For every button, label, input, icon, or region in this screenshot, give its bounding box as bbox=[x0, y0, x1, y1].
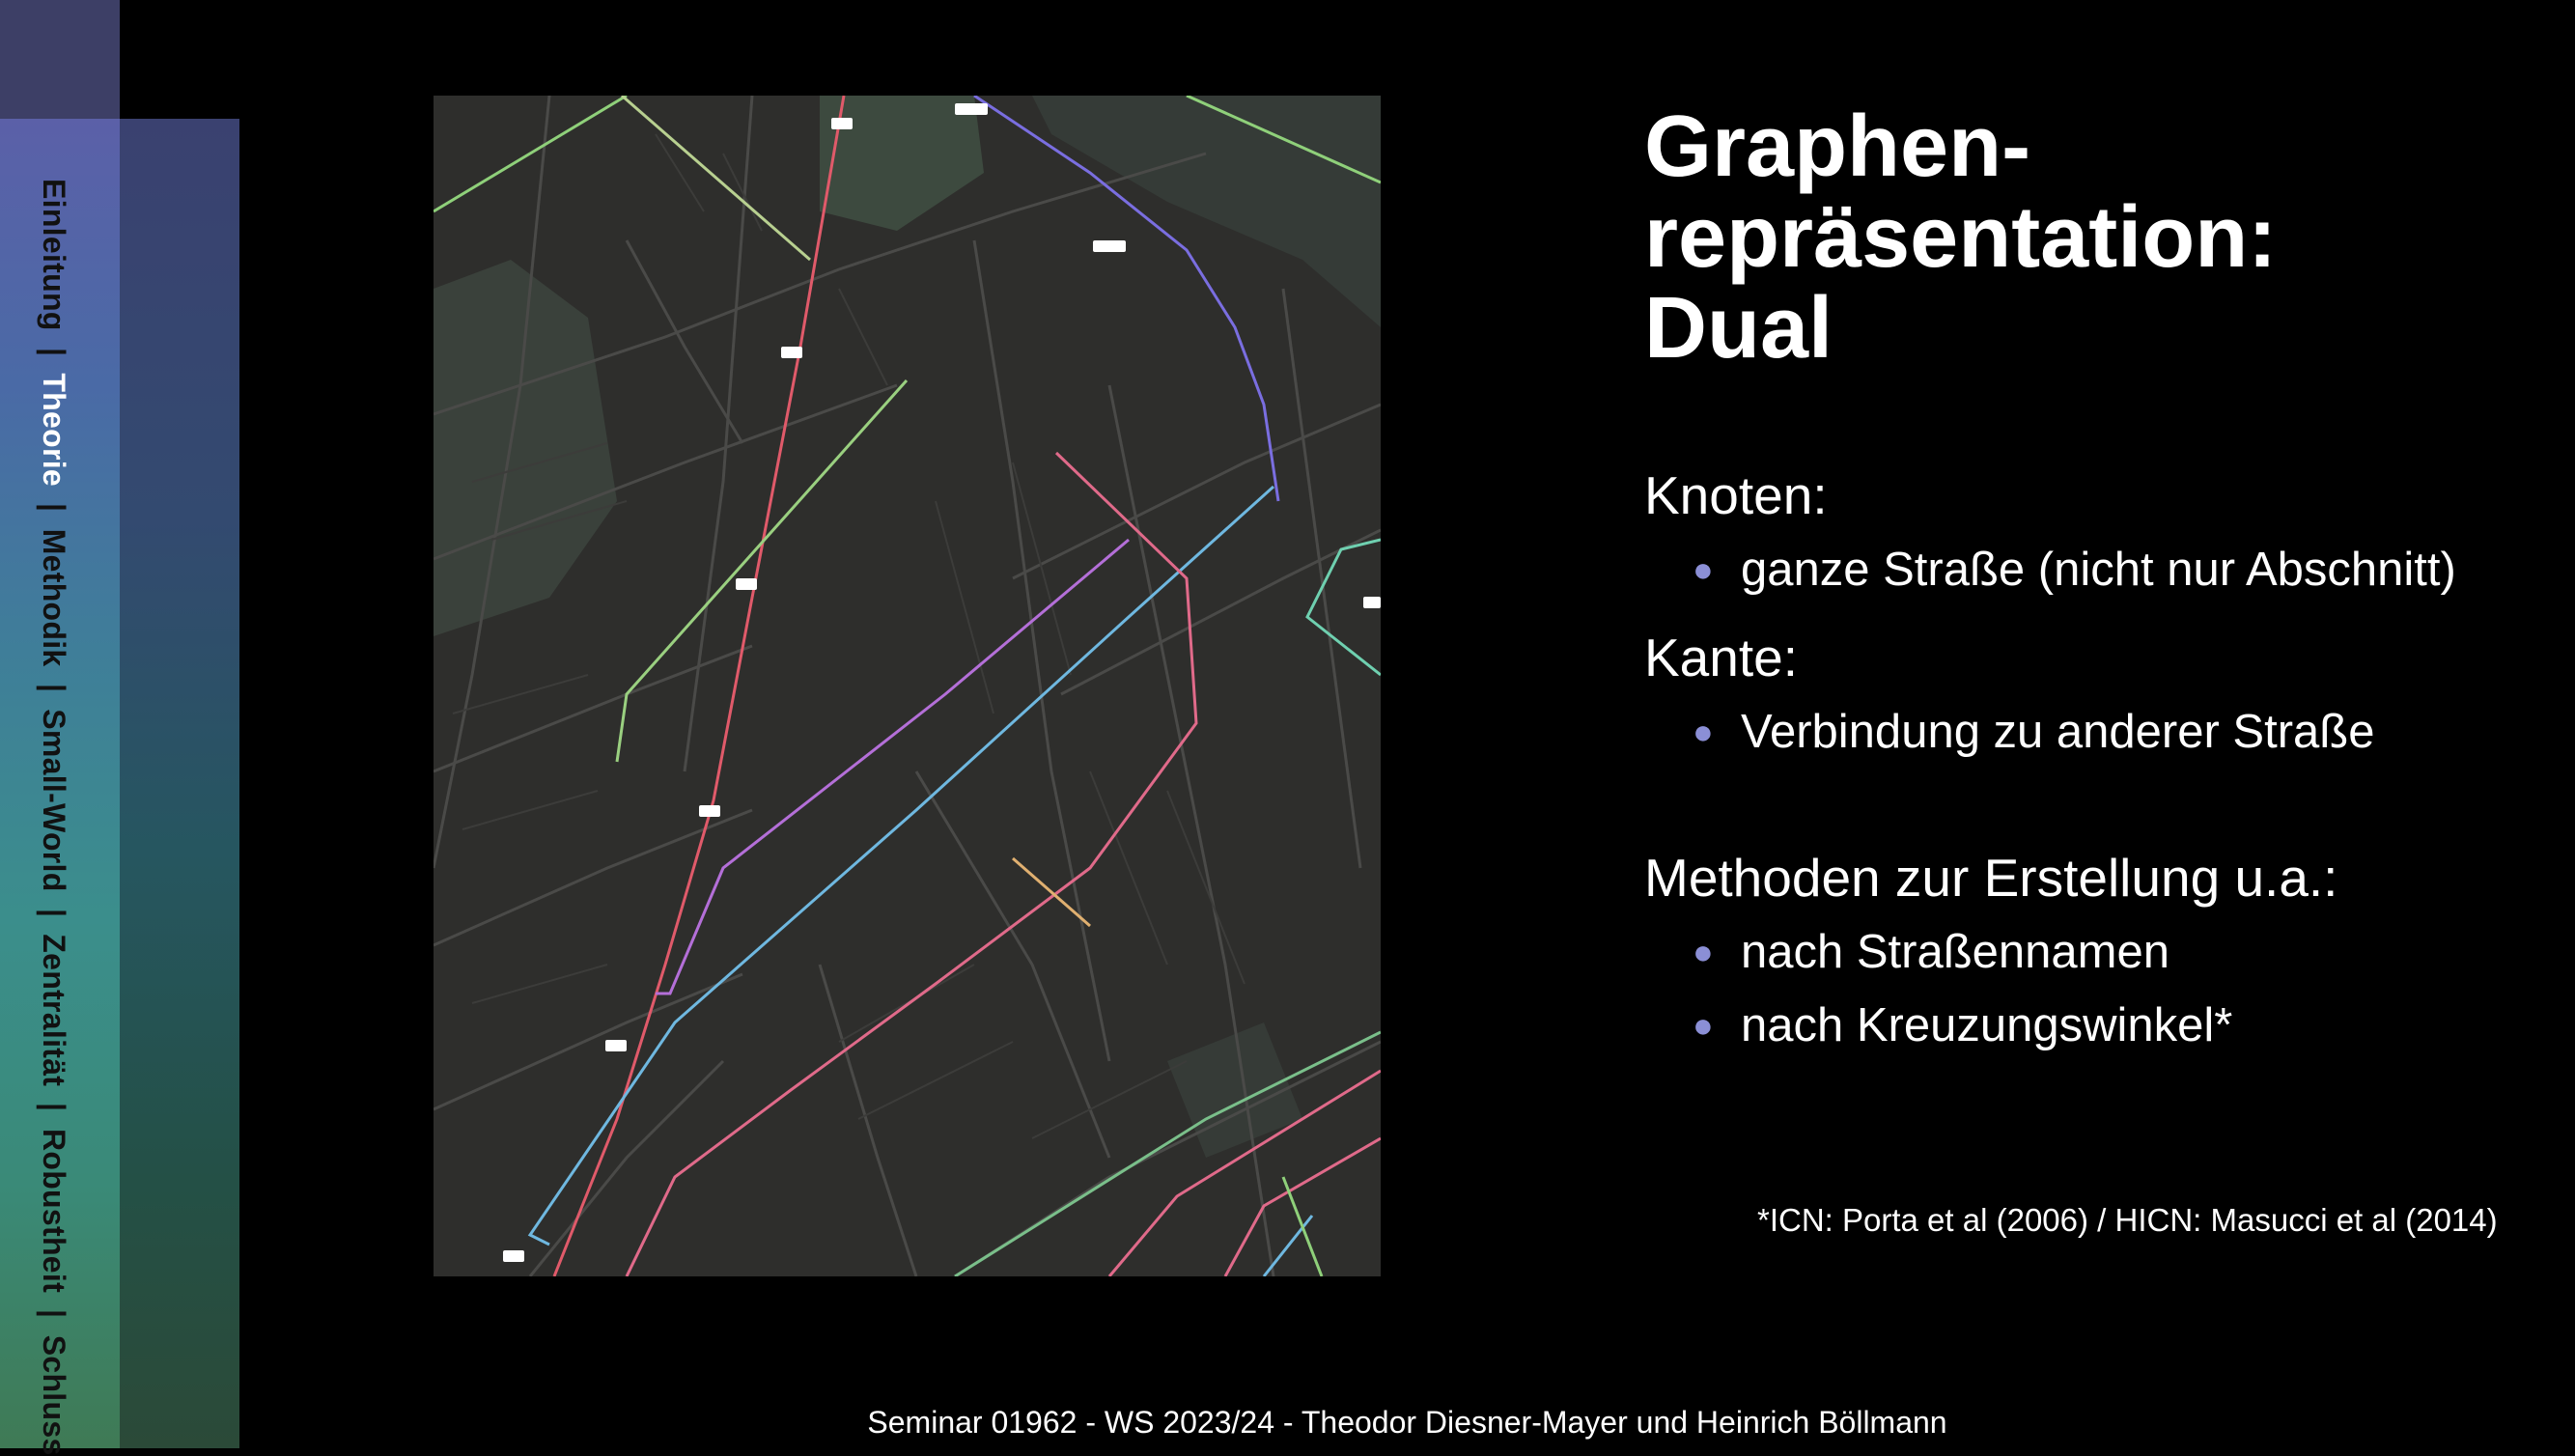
street-blue-se bbox=[1262, 1215, 1314, 1276]
map-road-shields bbox=[503, 103, 1381, 1262]
heading-knoten: Knoten: bbox=[1644, 465, 1828, 525]
road-shield bbox=[1093, 240, 1126, 252]
bullet-list-kante: ● Verbindung zu anderer Straße bbox=[1644, 695, 2552, 769]
nav-item-robustheit[interactable]: Robustheit bbox=[37, 1128, 71, 1294]
nav-separator: | bbox=[37, 503, 71, 513]
section-navigation: Einleitung | Theorie | Methodik | Small-… bbox=[36, 179, 71, 1456]
bullet-item: ● nach Straßennamen bbox=[1644, 915, 2552, 989]
street-lightgreen-nw bbox=[621, 96, 811, 262]
footnote-citation: *ICN: Porta et al (2006) / HICN: Masucci… bbox=[1757, 1202, 2498, 1238]
map-park-area bbox=[1167, 1022, 1302, 1158]
title-line-3: Dual bbox=[1644, 280, 1833, 377]
street-red-main bbox=[552, 96, 846, 1276]
bullet-item: ● ganze Straße (nicht nur Abschnitt) bbox=[1644, 533, 2552, 606]
street-green-se2 bbox=[1281, 1176, 1324, 1276]
street-orange bbox=[1012, 856, 1091, 928]
bullet-item: ● nach Kreuzungswinkel* bbox=[1644, 989, 2552, 1062]
street-map-image bbox=[434, 96, 1381, 1276]
nav-item-theorie[interactable]: Theorie bbox=[37, 373, 71, 488]
bullet-item: ● Verbindung zu anderer Straße bbox=[1644, 695, 2552, 769]
bullet-dot-icon: ● bbox=[1693, 712, 1714, 751]
nav-separator: | bbox=[37, 683, 71, 692]
road-shield bbox=[955, 103, 988, 115]
bullet-list-knoten: ● ganze Straße (nicht nur Abschnitt) bbox=[1644, 533, 2552, 606]
street-green-mid bbox=[615, 379, 909, 763]
map-highlighted-streets bbox=[434, 96, 1381, 1276]
nav-item-schluss[interactable]: Schluss bbox=[37, 1334, 71, 1456]
bullet-text: Verbindung zu anderer Straße bbox=[1741, 706, 2375, 758]
title-line-2: repräsentation: bbox=[1644, 189, 2278, 286]
sidebar-strip-left bbox=[0, 119, 120, 1448]
road-shield bbox=[781, 347, 802, 358]
street-teal-e bbox=[1305, 538, 1381, 677]
bullet-dot-icon: ● bbox=[1693, 549, 1714, 589]
sidebar-strip-right bbox=[120, 119, 239, 1448]
street-violet-ne bbox=[973, 96, 1280, 502]
street-green-nw bbox=[434, 96, 628, 213]
street-purple bbox=[656, 538, 1130, 995]
street-pink-se2 bbox=[1223, 1136, 1381, 1276]
map-park-area bbox=[820, 96, 984, 231]
bullet-list-methoden: ● nach Straßennamen ● nach Kreuzungswinkel… bbox=[1644, 915, 2552, 1062]
slide-footer: Seminar 01962 - WS 2023/24 - Theodor Die… bbox=[867, 1405, 1947, 1440]
nav-item-small-world[interactable]: Small-World bbox=[37, 709, 71, 892]
nav-item-methodik[interactable]: Methodik bbox=[37, 528, 71, 667]
bullet-dot-icon: ● bbox=[1693, 1005, 1714, 1045]
heading-kante: Kante: bbox=[1644, 628, 1799, 687]
heading-methoden: Methoden zur Erstellung u.a.: bbox=[1644, 848, 2338, 908]
street-green-se bbox=[954, 1030, 1381, 1276]
street-green-ne bbox=[1186, 96, 1381, 184]
slide-title: Graphen- repräsentation: Dual bbox=[1644, 101, 2552, 374]
bullet-text: nach Straßennamen bbox=[1741, 926, 2169, 978]
nav-separator: | bbox=[37, 908, 71, 918]
bullet-text: ganze Straße (nicht nur Abschnitt) bbox=[1741, 544, 2456, 596]
map-park-area bbox=[1032, 96, 1381, 327]
street-pink-se bbox=[1107, 1069, 1381, 1276]
road-shield bbox=[605, 1040, 627, 1051]
nav-separator: | bbox=[37, 347, 71, 357]
title-line-1: Graphen- bbox=[1644, 98, 2031, 195]
nav-separator: | bbox=[37, 1309, 71, 1319]
bullet-dot-icon: ● bbox=[1693, 932, 1714, 971]
nav-item-zentralitaet[interactable]: Zentralität bbox=[37, 934, 71, 1087]
road-shield bbox=[503, 1250, 524, 1262]
sidebar-top-block bbox=[0, 0, 120, 119]
road-shield bbox=[699, 805, 720, 817]
road-shield bbox=[1363, 597, 1381, 608]
map-minor-streets bbox=[452, 133, 1246, 1139]
street-pink bbox=[625, 451, 1198, 1276]
street-blue bbox=[527, 485, 1275, 1246]
slide-content: Knoten: ● ganze Straße (nicht nur Abschni… bbox=[1644, 462, 2552, 1079]
road-shield bbox=[831, 118, 853, 129]
nav-separator: | bbox=[37, 1103, 71, 1112]
street-map-svg bbox=[434, 96, 1381, 1276]
bullet-text: nach Kreuzungswinkel* bbox=[1741, 999, 2233, 1051]
nav-item-einleitung[interactable]: Einleitung bbox=[37, 179, 71, 331]
road-shield bbox=[736, 578, 757, 590]
